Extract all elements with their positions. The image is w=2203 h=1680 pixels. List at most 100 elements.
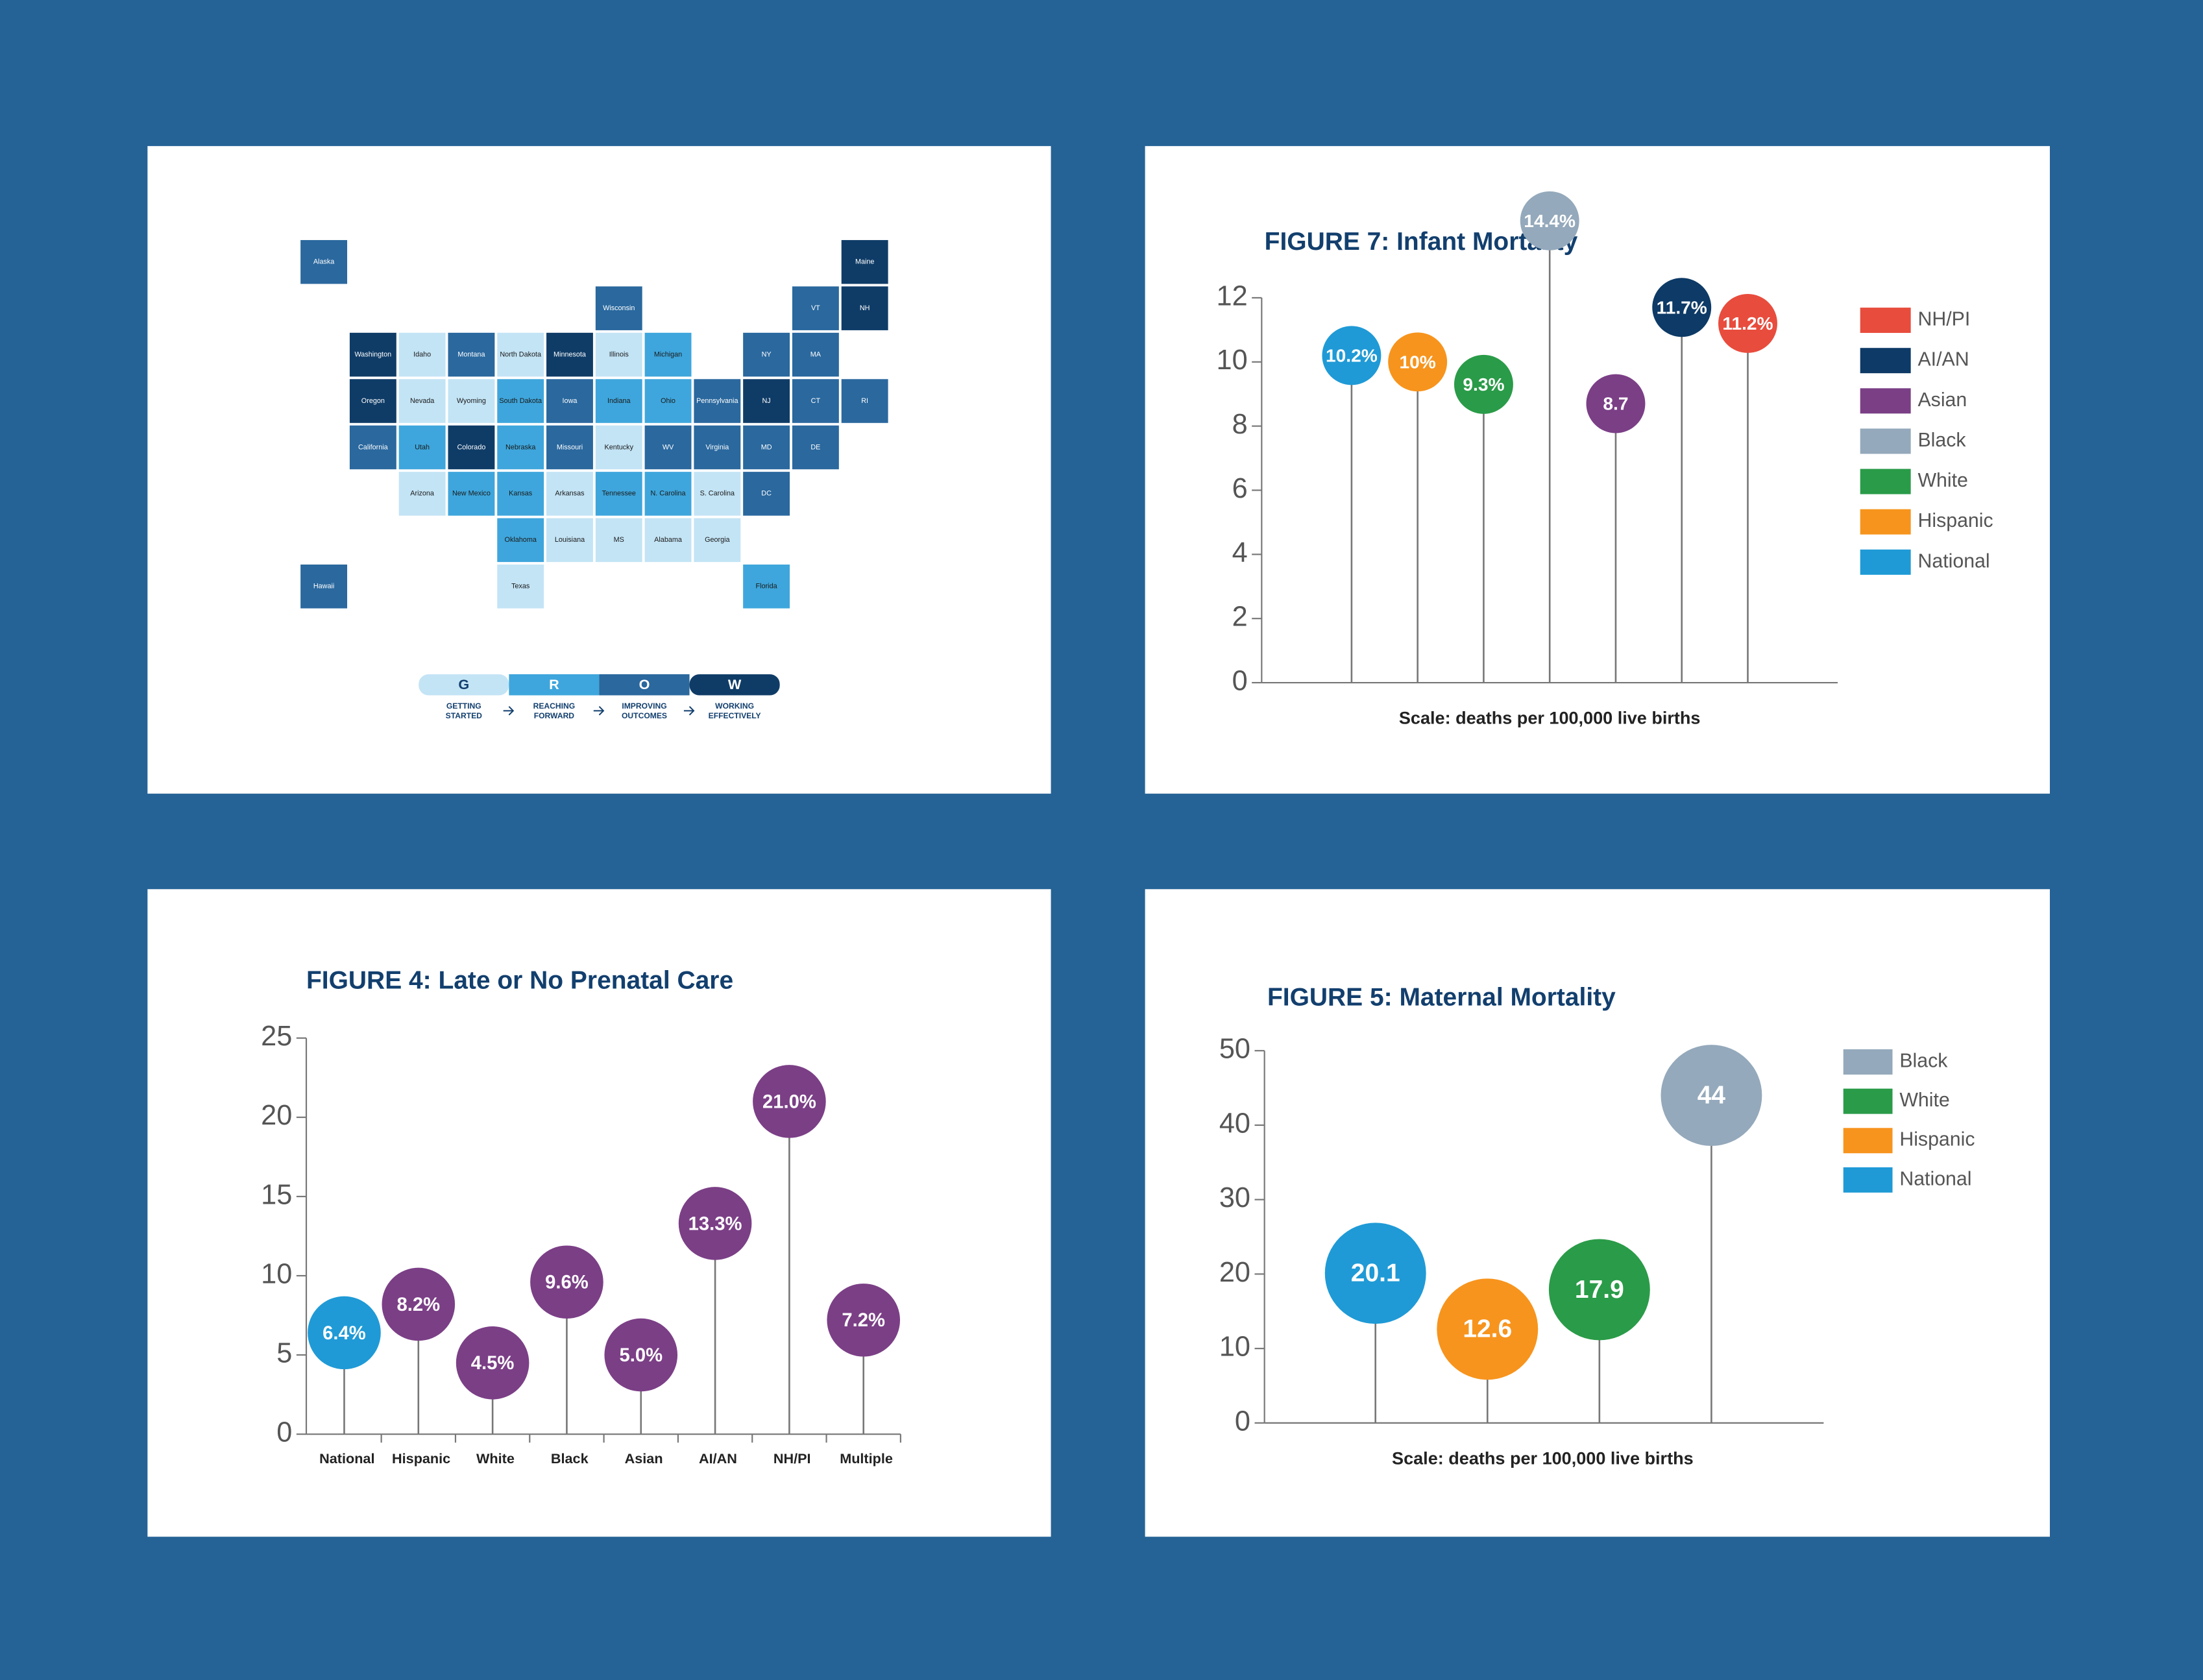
state-label: Alabama xyxy=(654,536,683,544)
state-tile xyxy=(692,424,742,470)
lollipop-head xyxy=(1437,1278,1539,1380)
legend-swatch xyxy=(1860,549,1911,575)
y-tick-label: 40 xyxy=(1219,1108,1250,1139)
state-label: Minnesota xyxy=(554,350,587,358)
data-label: 11.7% xyxy=(1657,297,1707,317)
state-label: NJ xyxy=(762,397,770,405)
state-tile xyxy=(643,378,693,424)
y-tick-label: 12 xyxy=(1217,280,1248,311)
state-label: VT xyxy=(811,304,820,312)
state-tile xyxy=(594,332,644,378)
legend-swatch xyxy=(1860,428,1911,454)
level-label: IMPROVING xyxy=(622,701,666,711)
y-tick-label: 6 xyxy=(1232,473,1248,504)
level-letter: G xyxy=(458,676,469,692)
lollipop-head xyxy=(827,1284,901,1357)
y-tick-label: 0 xyxy=(276,1417,292,1448)
state-tile xyxy=(496,563,545,610)
state-tile xyxy=(692,378,742,424)
state-label: Arizona xyxy=(410,490,435,498)
state-label: Florida xyxy=(756,583,778,590)
data-label: 9.6% xyxy=(545,1272,589,1293)
level-label: STARTED xyxy=(446,711,483,720)
lollipop-head xyxy=(1454,354,1513,414)
lollipop-head xyxy=(530,1245,603,1319)
state-tile xyxy=(348,424,398,470)
level-letter: R xyxy=(549,676,559,692)
lollipop-head xyxy=(1548,1239,1650,1341)
state-tile xyxy=(397,424,447,470)
y-tick-label: 20 xyxy=(1219,1257,1250,1288)
level-letter: W xyxy=(728,676,742,692)
state-label: Kansas xyxy=(509,490,533,498)
state-label: Maine xyxy=(855,258,874,266)
y-tick-label: 4 xyxy=(1232,537,1248,568)
state-tile xyxy=(840,378,890,424)
state-label: Kentucky xyxy=(605,443,634,451)
state-label: New Mexico xyxy=(452,490,491,498)
state-label: N. Carolina xyxy=(650,490,686,498)
level-label: EFFECTIVELY xyxy=(709,711,761,720)
state-tile xyxy=(446,378,496,424)
lollipop-head xyxy=(382,1267,456,1341)
state-tile xyxy=(545,378,594,424)
legend-label: AI/AN xyxy=(1917,349,1969,371)
legend-label: White xyxy=(1917,470,1967,491)
lollipop-head xyxy=(456,1326,529,1400)
data-label: 8.2% xyxy=(396,1295,440,1315)
data-label: 5.0% xyxy=(619,1345,663,1366)
level-label: REACHING xyxy=(533,701,576,711)
state-tile xyxy=(594,517,644,563)
arrow xyxy=(503,706,515,716)
lollipop-head xyxy=(604,1318,678,1392)
legend-swatch xyxy=(1843,1049,1893,1075)
data-label: 20.1 xyxy=(1351,1260,1400,1287)
state-label: Arkansas xyxy=(555,490,585,498)
level-letter: O xyxy=(639,676,650,692)
y-tick-label: 20 xyxy=(261,1100,292,1131)
state-label: MS xyxy=(614,536,624,544)
state-tile xyxy=(299,563,348,610)
state-tile xyxy=(742,332,791,378)
y-tick-label: 30 xyxy=(1219,1182,1250,1213)
state-tile xyxy=(742,378,791,424)
data-label: 8.7 xyxy=(1603,394,1628,414)
chart-title: FIGURE 4: Late or No Prenatal Care xyxy=(306,966,733,994)
lollipop-head xyxy=(753,1065,826,1138)
level-label: FORWARD xyxy=(534,711,575,720)
legend-swatch xyxy=(1860,308,1911,334)
state-tile xyxy=(545,470,594,517)
state-label: CT xyxy=(811,397,821,405)
state-tile xyxy=(496,332,545,378)
x-tick-label: White xyxy=(476,1450,515,1467)
scale-note: Scale: deaths per 100,000 live births xyxy=(1392,1448,1694,1468)
level-label: GETTING xyxy=(446,701,481,711)
state-label: Oklahoma xyxy=(505,536,537,544)
state-label: Indiana xyxy=(607,397,631,405)
state-label: Illinois xyxy=(609,350,629,358)
lollipop-head xyxy=(1520,191,1579,250)
state-tile xyxy=(594,470,644,517)
y-tick-label: 0 xyxy=(1232,665,1248,696)
data-label: 12.6 xyxy=(1463,1315,1512,1343)
state-tile xyxy=(742,563,791,610)
state-label: Georgia xyxy=(705,536,730,544)
state-tile xyxy=(643,424,693,470)
state-tile xyxy=(594,285,644,332)
legend-label: Black xyxy=(1899,1051,1948,1072)
y-tick-label: 50 xyxy=(1219,1034,1250,1065)
state-tile xyxy=(496,378,545,424)
state-label: Utah xyxy=(415,443,430,451)
state-label: Montana xyxy=(457,350,485,358)
state-label: Pennsylvania xyxy=(696,397,738,405)
legend-label: Hispanic xyxy=(1899,1129,1975,1150)
state-label: South Dakota xyxy=(499,397,542,405)
data-label: 10% xyxy=(1400,352,1436,372)
level-bar xyxy=(599,674,690,696)
legend-label: National xyxy=(1899,1168,1971,1189)
y-tick-label: 10 xyxy=(1217,345,1248,376)
state-tile xyxy=(397,378,447,424)
y-tick-label: 5 xyxy=(276,1338,292,1369)
state-label: Nebraska xyxy=(505,443,536,451)
